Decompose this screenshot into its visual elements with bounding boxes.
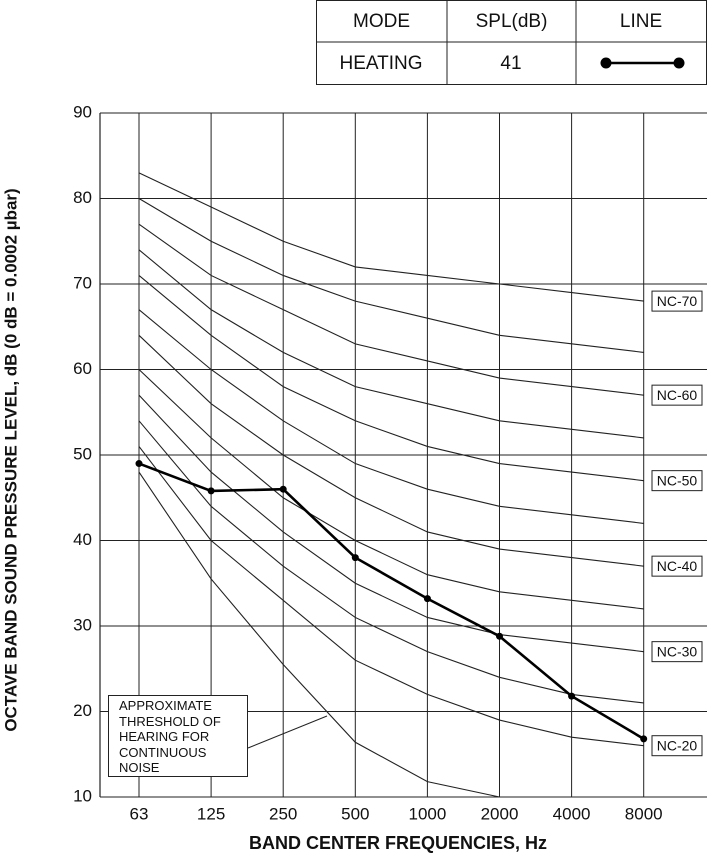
nc-curve [138,275,644,482]
annotation: APPROXIMATE THRESHOLD OF HEARING FOR CON… [108,695,248,777]
nc-curve [138,172,644,302]
x-tick-label: 250 [269,804,297,823]
x-tick-label: 8000 [625,804,663,823]
y-tick-label: 10 [73,786,92,805]
table-header: LINE [620,11,662,32]
x-axis-title: BAND CENTER FREQUENCIES, Hz [249,833,547,853]
data-point [207,487,215,495]
data-point [351,554,359,562]
curve-label: NC-50 [657,472,698,488]
y-tick-label: 80 [73,188,92,207]
y-axis-title: OCTAVE BAND SOUND PRESSURE LEVEL, dB (0 … [1,188,20,731]
x-tick-label: 4000 [553,804,591,823]
curve-label-box [651,555,703,577]
table-header: MODE [353,11,410,32]
annotation-leader [247,715,328,749]
table-cell: HEATING [339,53,422,74]
y-tick-label: 70 [73,273,92,292]
y-tick-label: 30 [73,615,92,634]
curve-label-box [651,735,703,757]
curve-label-box [651,470,703,492]
data-point [279,485,287,493]
table-header: SPL(dB) [476,11,548,32]
nc-curve [138,198,644,353]
nc-curve [138,369,644,610]
x-tick-label: 2000 [481,804,519,823]
curve-label: NC-70 [657,293,698,309]
curve-label: NC-60 [657,387,698,403]
nc-curve [138,420,644,704]
data-point [568,692,576,700]
nc-curve [138,471,500,798]
y-tick-label: 50 [73,444,92,463]
x-tick-label: 125 [197,804,225,823]
table-cell: 41 [500,53,521,74]
data-point [423,595,431,603]
legend-marker [600,57,612,69]
x-tick-label: 63 [130,804,149,823]
data-point [640,735,648,743]
legend-marker [673,57,685,69]
y-tick-label: 60 [73,359,92,378]
nc-curve [138,334,644,567]
curve-label-box [651,384,703,406]
curve-label: NC-20 [657,737,698,753]
nc-curve [138,249,644,439]
data-line [138,462,645,740]
y-tick-label: 90 [73,102,92,121]
x-tick-label: 1000 [408,804,446,823]
data-point [135,460,143,468]
nc-curve [138,394,644,653]
nc-curve [138,446,644,747]
curve-label: NC-40 [657,558,698,574]
nc-curve [138,223,644,396]
nc-curve [138,309,644,524]
curve-label-box [651,641,703,663]
y-tick-label: 40 [73,530,92,549]
y-tick-label: 20 [73,701,92,720]
curve-label-box [651,290,703,312]
curve-label: NC-30 [657,643,698,659]
data-point [496,632,503,640]
x-tick-label: 500 [341,804,369,823]
